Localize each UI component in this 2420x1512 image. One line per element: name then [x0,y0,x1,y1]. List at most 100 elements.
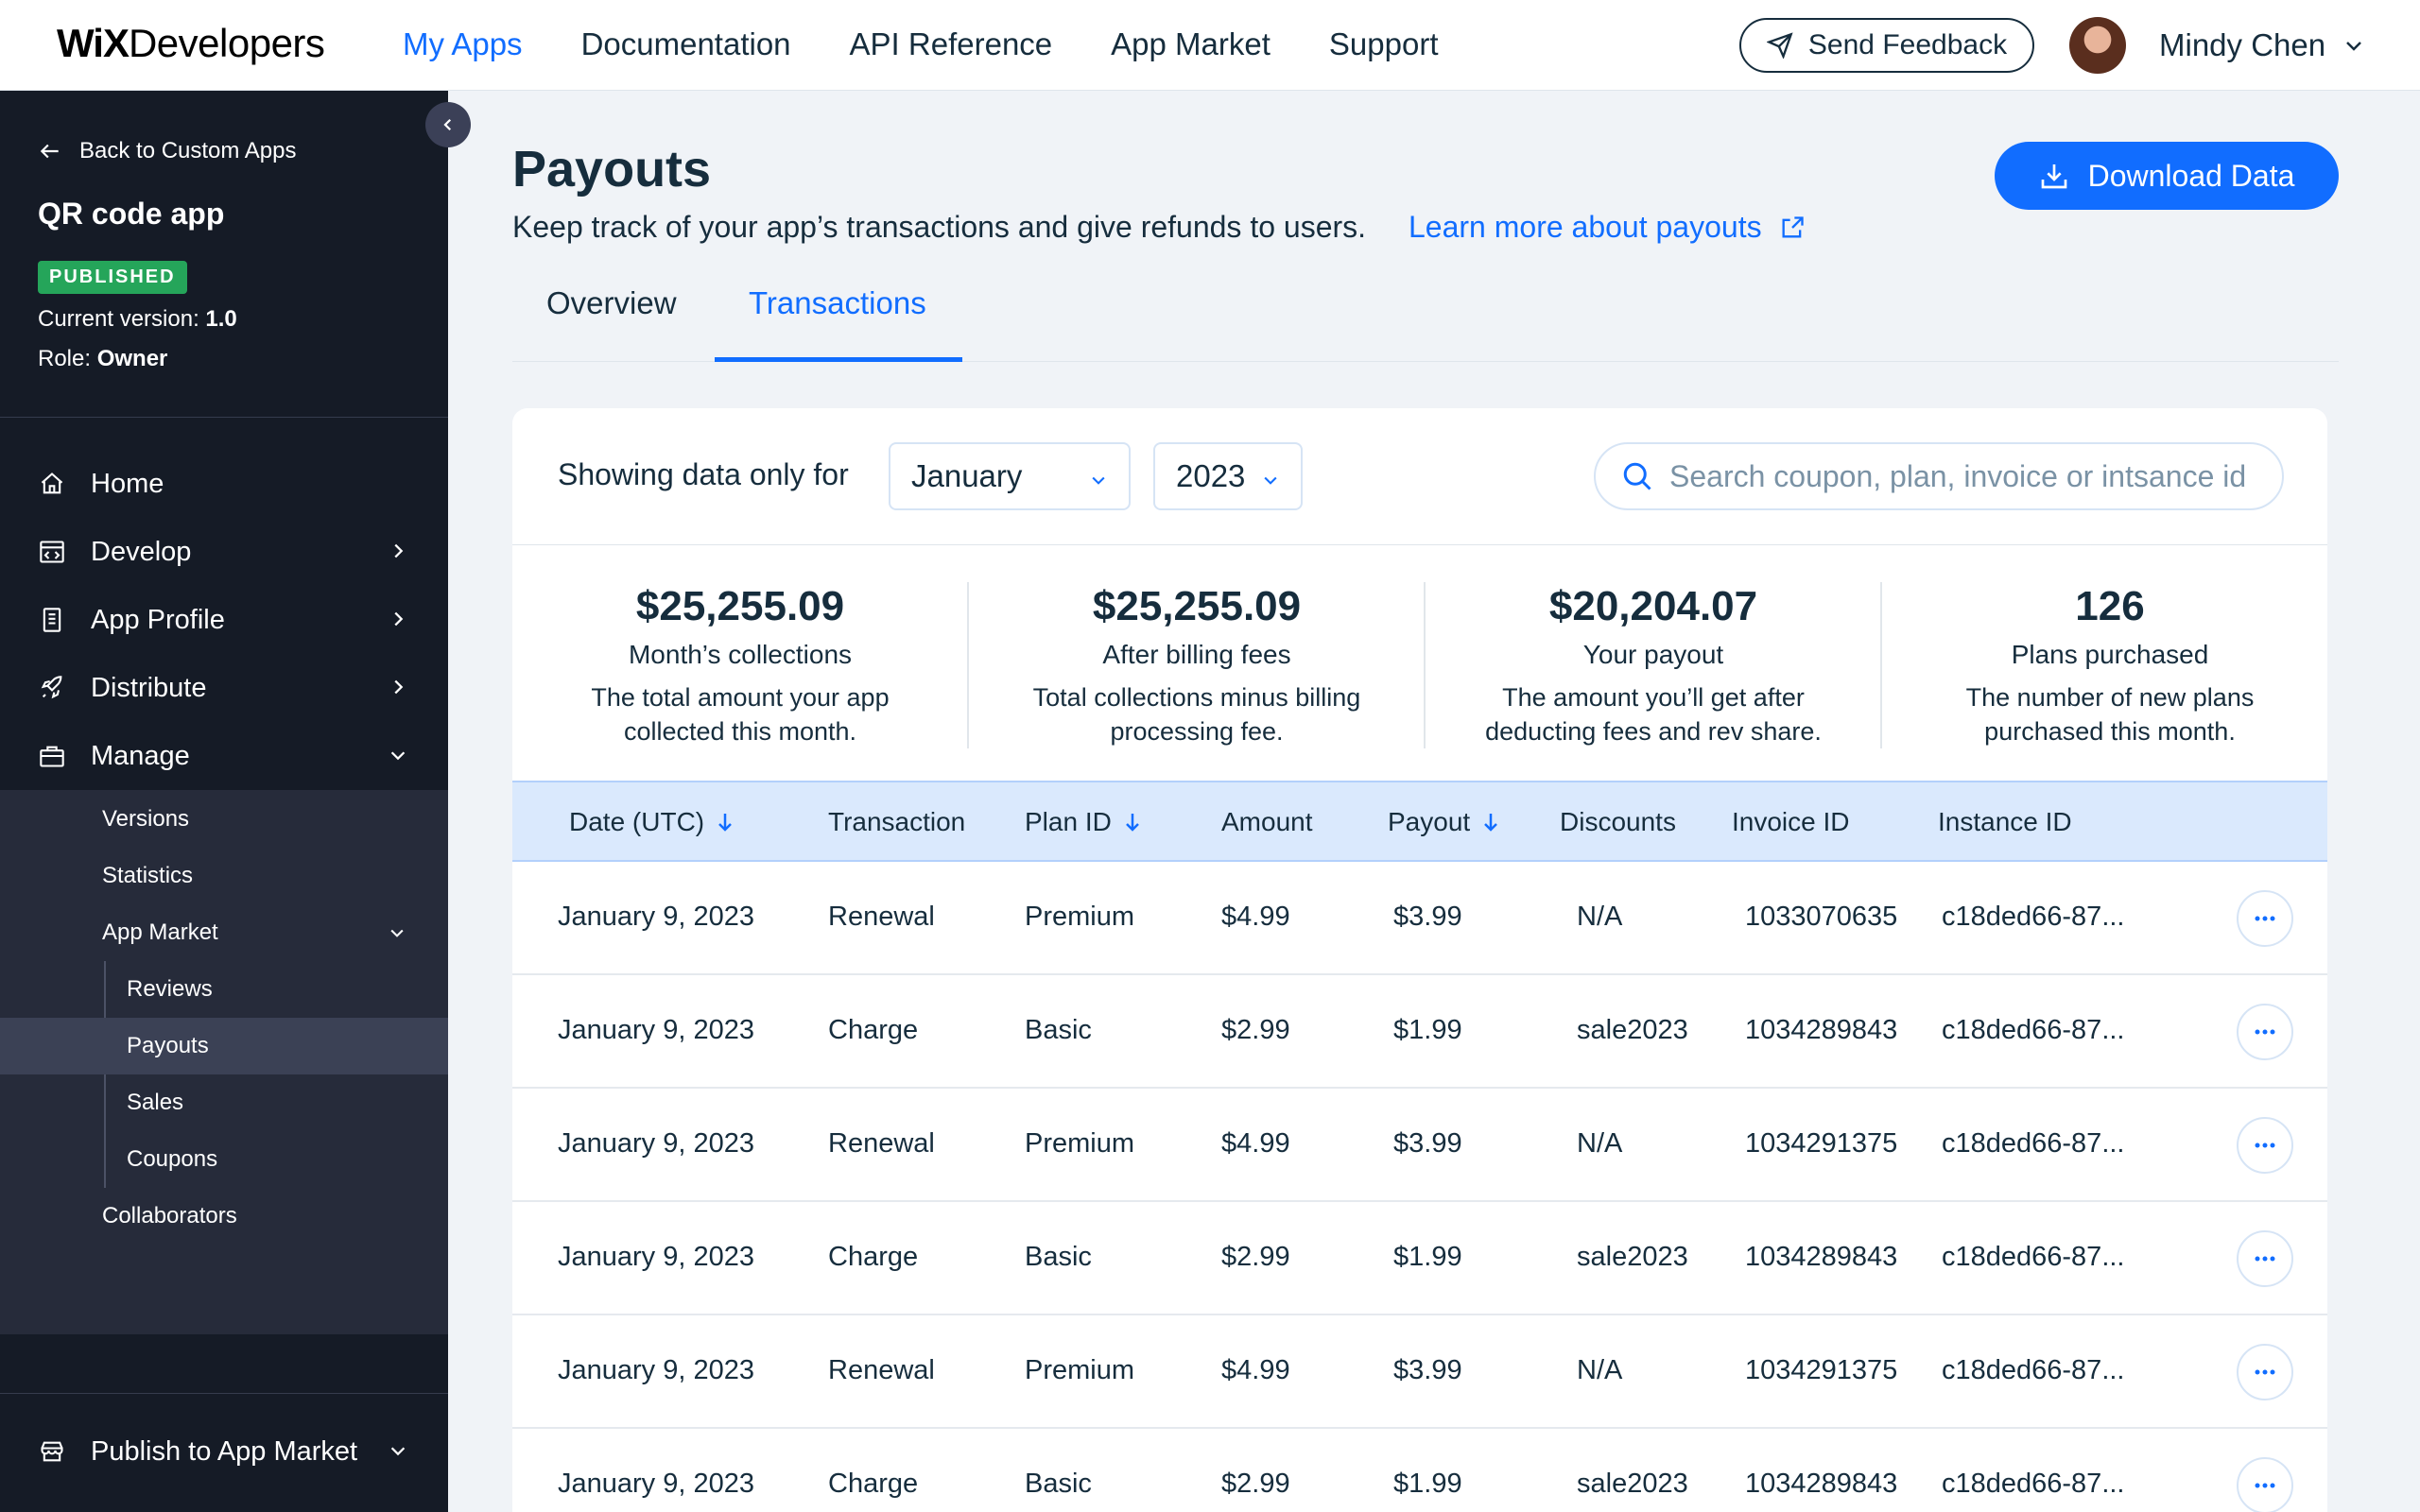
row-more-actions-button[interactable] [2237,1004,2293,1060]
external-link-icon [1782,215,1804,237]
cell-invoice-id: 1033070635 [1745,902,1898,932]
sidebar-item-manage[interactable]: Manage [0,722,448,790]
wix-developers-logo[interactable]: WiXDevelopers [57,21,325,65]
nav-my-apps[interactable]: My Apps [403,26,523,61]
column-header-plan-id[interactable]: Plan ID [1025,807,1142,837]
download-icon [2041,164,2066,189]
transactions-card: Showing data only for January 2023 $25,2… [512,408,2327,1512]
cell-amount: $4.99 [1221,1128,1290,1159]
sidebar-item-statistics[interactable]: Statistics [102,863,194,888]
sidebar-item-develop[interactable]: Develop [0,518,448,586]
user-name[interactable]: Mindy Chen [2159,27,2326,62]
cell-payout: $3.99 [1393,1355,1462,1385]
stat-value: $25,255.09 [1092,583,1302,629]
chevron-left-icon [443,118,452,131]
sidebar-item-reviews[interactable]: Reviews [127,976,213,1002]
column-header-instance-id[interactable]: Instance ID [1938,807,2072,836]
stat-label: Month’s collections [628,640,853,669]
cell-discounts: N/A [1577,902,1623,932]
page-title: Payouts [512,141,712,198]
cell-invoice-id: 1034291375 [1745,1355,1898,1385]
nav-documentation[interactable]: Documentation [580,26,791,61]
search-box [1594,442,2284,510]
sidebar-item-payouts[interactable]: Payouts [0,1018,448,1074]
back-to-custom-apps-link[interactable]: Back to Custom Apps [38,138,296,164]
column-header-transaction[interactable]: Transaction [828,807,966,836]
table-row[interactable]: January 9, 2023 Charge Basic $2.99 $1.99 sale… [512,1429,2327,1512]
download-data-button[interactable]: Download Data [1995,142,2339,210]
cell-plan-id: Basic [1025,1242,1092,1272]
row-more-actions-button[interactable] [2237,1457,2293,1512]
sidebar-item-distribute[interactable]: Distribute [0,654,448,722]
search-input[interactable] [1669,458,2274,494]
nav-support[interactable]: Support [1328,26,1439,61]
year-select[interactable]: 2023 [1153,442,1303,510]
document-icon [43,608,61,632]
home-icon [41,472,63,494]
sidebar-item-label: Distribute [91,672,207,703]
cell-amount: $4.99 [1221,1355,1290,1385]
stat-value: $25,255.09 [635,583,845,629]
more-horizontal-icon [2255,1256,2275,1262]
stat-description: The amount you’ll get after deducting fe… [1485,683,1822,746]
month-select[interactable]: January [889,442,1131,510]
tab-transactions[interactable]: Transactions [749,285,926,320]
sidebar-item-coupons[interactable]: Coupons [127,1146,218,1172]
collapse-sidebar-button[interactable] [425,102,471,147]
table-row[interactable]: January 9, 2023 Renewal Premium $4.99 $3.99 N… [512,1089,2327,1202]
more-horizontal-icon [2255,916,2275,921]
nav-api-reference[interactable]: API Reference [849,26,1053,61]
cell-transaction: Renewal [828,902,935,932]
column-header-date[interactable]: Date (UTC) [569,807,735,837]
cell-payout: $1.99 [1393,1242,1462,1272]
cell-instance-id: c18ded66-87... [1942,1128,2125,1159]
sidebar-item-publish[interactable]: Publish to App Market [0,1418,448,1486]
cell-amount: $2.99 [1221,1242,1290,1272]
sidebar-item-app-profile[interactable]: App Profile [0,586,448,654]
cell-instance-id: c18ded66-87... [1942,1355,2125,1385]
user-role: Role: Owner [38,346,168,371]
sidebar-item-sales[interactable]: Sales [127,1090,184,1115]
sidebar-item-home[interactable]: Home [0,450,448,518]
chevron-down-icon[interactable] [2342,34,2365,57]
cell-date: January 9, 2023 [558,1469,754,1499]
column-header-payout[interactable]: Payout [1388,807,1500,837]
chevron-down-icon [390,1447,406,1456]
active-tab-indicator [715,357,962,362]
card-divider [512,544,2327,545]
stat-label: Your payout [1582,640,1724,669]
learn-more-link[interactable]: Learn more about payouts [1409,210,1806,245]
tab-overview[interactable]: Overview [546,285,677,320]
table-row[interactable]: January 9, 2023 Renewal Premium $4.99 $3.99 N… [512,1315,2327,1429]
column-header-amount[interactable]: Amount [1221,807,1313,836]
sidebar-item-app-market[interactable]: App Market [0,904,448,961]
user-avatar[interactable] [2069,17,2126,74]
stat-value: 126 [2075,583,2145,629]
cell-date: January 9, 2023 [558,1015,754,1045]
column-header-invoice-id[interactable]: Invoice ID [1732,807,1850,836]
top-nav: WiXDevelopers My Apps Documentation API … [0,0,2420,91]
sidebar-item-collaborators[interactable]: Collaborators [102,1203,237,1228]
cell-plan-id: Basic [1025,1469,1092,1499]
cell-discounts: sale2023 [1577,1469,1688,1499]
table-row[interactable]: January 9, 2023 Charge Basic $2.99 $1.99 sale… [512,975,2327,1089]
cell-plan-id: Premium [1025,902,1135,932]
row-more-actions-button[interactable] [2237,890,2293,947]
more-horizontal-icon [2255,1483,2275,1488]
column-header-discounts[interactable]: Discounts [1560,807,1676,836]
cell-transaction: Charge [828,1242,919,1272]
cell-plan-id: Premium [1025,1128,1135,1159]
row-more-actions-button[interactable] [2237,1117,2293,1174]
current-version: Current version: 1.0 [38,306,237,332]
sidebar-item-versions[interactable]: Versions [102,806,190,832]
table-row[interactable]: January 9, 2023 Renewal Premium $4.99 $3.99 N… [512,862,2327,975]
cell-discounts: sale2023 [1577,1015,1688,1045]
learn-more-label: Learn more about payouts [1409,210,1762,244]
nav-app-market[interactable]: App Market [1111,26,1270,61]
send-feedback-button[interactable]: Send Feedback [1739,18,2034,73]
cell-payout: $3.99 [1393,902,1462,932]
cell-transaction: Renewal [828,1355,935,1385]
table-row[interactable]: January 9, 2023 Charge Basic $2.99 $1.99 sale… [512,1202,2327,1315]
row-more-actions-button[interactable] [2237,1344,2293,1400]
row-more-actions-button[interactable] [2237,1230,2293,1287]
